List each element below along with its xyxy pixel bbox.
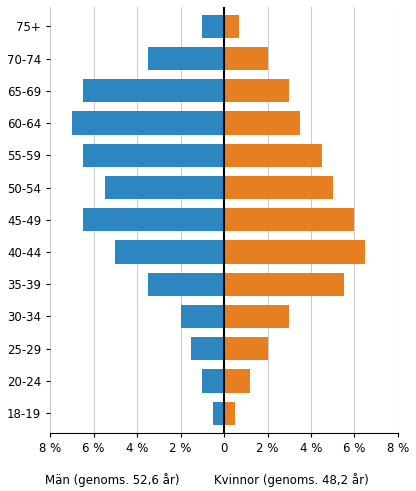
Bar	[191, 337, 224, 360]
Bar	[224, 241, 365, 264]
Bar	[224, 47, 267, 70]
Bar	[148, 47, 224, 70]
Bar	[115, 241, 224, 264]
Bar	[224, 402, 235, 425]
Bar	[104, 176, 224, 199]
Bar	[224, 305, 289, 328]
Bar	[224, 273, 344, 296]
Bar	[213, 402, 224, 425]
Bar	[72, 111, 224, 135]
Bar	[83, 144, 224, 167]
Bar	[148, 273, 224, 296]
Bar	[181, 305, 224, 328]
Bar	[224, 144, 322, 167]
Text: Kvinnor (genoms. 48,2 år): Kvinnor (genoms. 48,2 år)	[214, 473, 369, 487]
Bar	[202, 369, 224, 393]
Bar	[224, 337, 267, 360]
Bar	[224, 79, 289, 103]
Bar	[83, 79, 224, 103]
Bar	[224, 208, 354, 231]
Bar	[224, 111, 300, 135]
Text: Män (genoms. 52,6 år): Män (genoms. 52,6 år)	[45, 473, 180, 487]
Bar	[83, 208, 224, 231]
Bar	[224, 176, 333, 199]
Bar	[224, 15, 239, 38]
Bar	[202, 15, 224, 38]
Bar	[224, 369, 250, 393]
